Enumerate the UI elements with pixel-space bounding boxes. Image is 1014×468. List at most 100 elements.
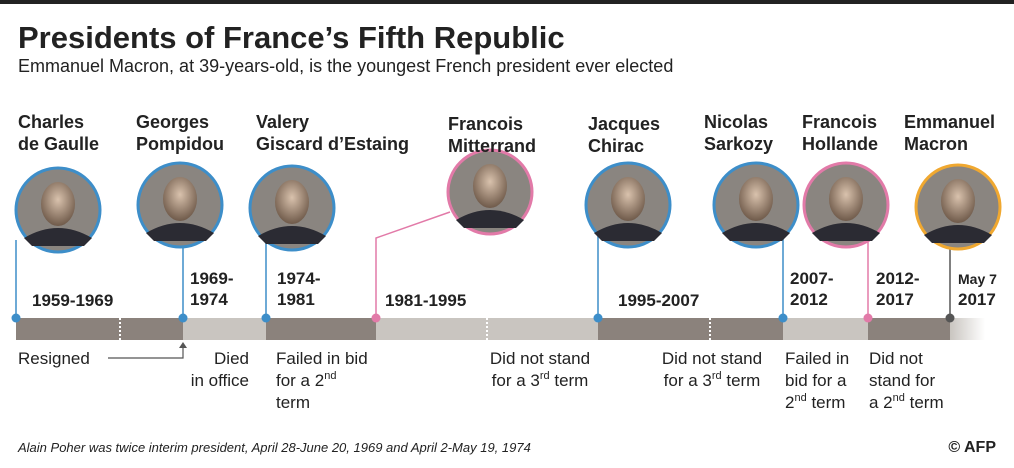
portrait-body (722, 223, 790, 241)
portrait-face (611, 177, 645, 221)
president-name: Nicolas (704, 112, 768, 132)
outcome-text: 2nd term (785, 392, 845, 412)
outcome-text: a 2nd term (869, 392, 944, 412)
term-dates: 2017 (876, 290, 914, 309)
outcome-sup: nd (893, 392, 905, 404)
portrait-body (258, 226, 326, 244)
outcome-text: in office (191, 371, 249, 390)
term-bar (868, 318, 950, 340)
top-rule (0, 0, 1014, 4)
term-dot (593, 313, 603, 323)
outcome-part: term (550, 371, 589, 390)
president-name: de Gaulle (18, 134, 99, 154)
outcome-part: term (722, 371, 761, 390)
resigned-arrow (108, 346, 184, 359)
portrait-body (924, 225, 992, 243)
portrait-face (473, 164, 507, 208)
president-name: Francois (448, 114, 523, 134)
portrait-body (456, 210, 524, 228)
outcome-sup: rd (712, 370, 722, 382)
president-name: Sarkozy (704, 134, 773, 154)
term-dates: 1959-1969 (32, 291, 113, 310)
president-name: Hollande (802, 134, 878, 154)
president-name: Pompidou (136, 134, 224, 154)
president-name: Charles (18, 112, 84, 132)
term-dot (945, 313, 955, 323)
connector (375, 211, 451, 318)
outcome-sup: rd (540, 370, 550, 382)
term-bar (598, 318, 783, 340)
subtitle: Emmanuel Macron, at 39-years-old, is the… (18, 56, 673, 76)
title: Presidents of France’s Fifth Republic (18, 20, 565, 55)
term-dates: 1969- (190, 269, 233, 288)
portrait-face (275, 180, 309, 224)
portrait-body (594, 223, 662, 241)
portrait-face (829, 177, 863, 221)
president-name: Georges (136, 112, 209, 132)
term-dot (371, 313, 381, 323)
term-dot (863, 313, 873, 323)
term-dot (778, 313, 788, 323)
portrait-body (146, 223, 214, 241)
outcome-text: bid for a (785, 371, 847, 390)
president-name: Mitterrand (448, 136, 536, 156)
outcome-text: for a 3rd term (664, 370, 761, 390)
outcome-part: for a 2 (276, 371, 324, 390)
term-dates: May 7 (958, 271, 997, 287)
outcome-part: for a 3 (492, 371, 540, 390)
outcome-text: term (276, 393, 310, 412)
term-dates: 1974 (190, 290, 228, 309)
term-bar (783, 318, 868, 340)
term-bar (950, 318, 985, 340)
president-name: Francois (802, 112, 877, 132)
portrait-face (941, 179, 975, 223)
portrait-face (41, 182, 75, 226)
portrait-body (812, 223, 880, 241)
outcome-text: Failed in (785, 349, 849, 368)
outcome-part: a 2 (869, 393, 893, 412)
term-bar (16, 318, 183, 340)
term-dates: 2007- (790, 269, 833, 288)
president-name: Valery (256, 112, 309, 132)
outcome-part: for a 3 (664, 371, 712, 390)
outcome-text: Resigned (18, 349, 90, 368)
outcome-text: Did not stand (662, 349, 762, 368)
term-dates: 1974- (277, 269, 320, 288)
portrait-face (163, 177, 197, 221)
term-dot (11, 313, 21, 323)
term-dates: 1981-1995 (385, 291, 466, 310)
term-dates: 1981 (277, 290, 315, 309)
portrait-face (739, 177, 773, 221)
term-dates: 2012- (876, 269, 919, 288)
outcome-part: 2 (785, 393, 794, 412)
term-bar (376, 318, 598, 340)
outcome-text: Did not stand (490, 349, 590, 368)
outcome-part: term (807, 393, 846, 412)
outcome-text: stand for (869, 371, 935, 390)
term-dates: 2012 (790, 290, 828, 309)
president-name: Emmanuel (904, 112, 995, 132)
outcome-text: for a 3rd term (492, 370, 589, 390)
term-bar (183, 318, 266, 340)
outcome-part: term (905, 393, 944, 412)
credit: © AFP (948, 439, 996, 456)
outcome-text: Failed in bid (276, 349, 368, 368)
president-name: Jacques (588, 114, 660, 134)
president-name: Macron (904, 134, 968, 154)
term-dot (261, 313, 271, 323)
term-bar (266, 318, 376, 340)
term-dates: 2017 (958, 290, 996, 309)
president-name: Chirac (588, 136, 644, 156)
outcome-text: for a 2nd (276, 370, 336, 390)
portrait-body (24, 228, 92, 246)
outcome-text: Died (214, 349, 249, 368)
footnote: Alain Poher was twice interim president,… (17, 440, 531, 455)
outcome-text: Did not (869, 349, 923, 368)
term-dates: 1995-2007 (618, 291, 699, 310)
term-dot (178, 313, 188, 323)
president-name: Giscard d’Estaing (256, 134, 409, 154)
arrow-head (179, 342, 187, 348)
outcome-sup: nd (324, 370, 336, 382)
outcome-sup: nd (794, 392, 806, 404)
